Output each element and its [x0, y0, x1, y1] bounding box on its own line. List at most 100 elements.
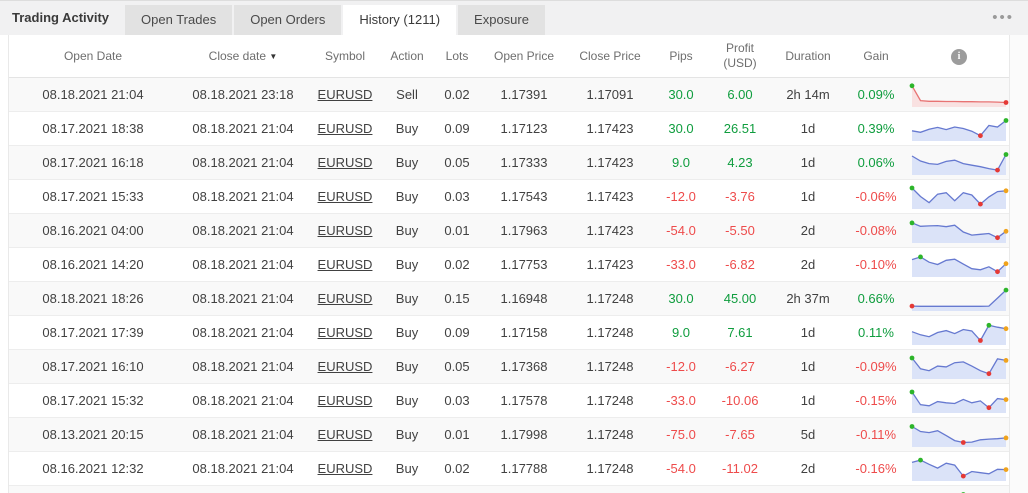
cell-gain: -0.11% — [855, 427, 897, 442]
cell-close-price: 1.17091 — [586, 87, 634, 102]
col-duration[interactable]: Duration — [785, 48, 831, 63]
cell-open-price: 1.16948 — [500, 291, 548, 306]
cell-duration: 2d — [800, 461, 816, 476]
col-close-price[interactable]: Close Price — [579, 48, 641, 63]
cell-action: Buy — [395, 325, 419, 340]
col-lots[interactable]: Lots — [445, 48, 469, 63]
spark-red-dot — [909, 303, 915, 308]
cell-action: Buy — [395, 223, 419, 238]
spark-orange-dot — [1003, 325, 1009, 331]
cell-open-date: 08.13.2021 20:15 — [42, 427, 144, 442]
history-table: Open Date Close date ▼ Symbol Action Lot… — [9, 35, 1011, 493]
table-row[interactable]: 08.17.2021 18:38 08.18.2021 21:04 EURUSD… — [9, 111, 1011, 146]
symbol-link[interactable]: EURUSD — [317, 87, 373, 102]
table-row[interactable]: 08.17.2021 17:39 08.18.2021 21:04 EURUSD… — [9, 315, 1011, 350]
sparkline-chart — [911, 117, 1009, 141]
cell-symbol: EURUSD — [309, 316, 381, 350]
cell-profit: 26.51 — [723, 121, 757, 136]
cell-close-price: 1.17248 — [586, 427, 634, 442]
spark-orange-dot — [1003, 466, 1009, 472]
cell-duration: 1d — [800, 359, 816, 374]
cell-sparkline — [907, 112, 1011, 146]
cell-pips: 9.0 — [671, 155, 691, 170]
cell-sparkline — [907, 486, 1011, 493]
table-row[interactable]: 08.13.2021 20:15 08.18.2021 21:04 EURUSD… — [9, 417, 1011, 452]
cell-duration: 2d — [800, 257, 816, 272]
col-open-date[interactable]: Open Date — [63, 48, 123, 63]
cell-open-date: 08.16.2021 12:32 — [42, 461, 144, 476]
table-row[interactable]: 08.18.2021 18:26 08.18.2021 21:04 EURUSD… — [9, 281, 1011, 316]
symbol-link[interactable]: EURUSD — [317, 189, 373, 204]
cell-action: Sell — [396, 87, 418, 102]
cell-action: Buy — [395, 359, 419, 374]
cell-close-date — [177, 486, 309, 493]
cell-close-date: 08.18.2021 21:04 — [192, 393, 294, 408]
symbol-link[interactable]: EURUSD — [317, 393, 373, 408]
sparkline-chart — [911, 254, 1009, 277]
info-icon[interactable]: i — [951, 48, 967, 65]
cell-open-price: 1.17368 — [500, 359, 548, 374]
cell-open-price: 1.17391 — [500, 87, 548, 102]
cell-close-date: 08.18.2021 21:04 — [192, 325, 294, 340]
spark-red-dot — [978, 201, 983, 206]
cell-open-price: 1.17963 — [500, 223, 548, 238]
cell-gain: -0.09% — [855, 359, 897, 374]
tab-history[interactable]: History (1211) — [343, 5, 457, 35]
cell-sparkline — [907, 248, 1011, 282]
more-menu-icon[interactable]: ••• — [992, 9, 1014, 26]
cell-gain: 0.11% — [858, 325, 894, 340]
cell-open-date — [9, 486, 177, 493]
table-row[interactable] — [9, 485, 1011, 493]
col-symbol[interactable]: Symbol — [324, 48, 365, 63]
cell-lots: 0.03 — [444, 189, 470, 204]
cell-open-price: 1.17123 — [500, 121, 548, 136]
cell-lots: 0.05 — [444, 359, 470, 374]
spark-red-dot — [995, 234, 1000, 240]
cell-profit: -6.27 — [725, 359, 755, 374]
cell-gain: 0.09% — [857, 87, 895, 102]
table-row[interactable]: 08.16.2021 04:00 08.18.2021 21:04 EURUSD… — [9, 213, 1011, 248]
col-open-price[interactable]: Open Price — [493, 48, 555, 63]
cell-gain: -0.06% — [855, 189, 897, 204]
table-row[interactable]: 08.17.2021 16:18 08.18.2021 21:04 EURUSD… — [9, 145, 1011, 180]
cell-open-price: 1.17998 — [500, 427, 548, 442]
col-action[interactable]: Action — [390, 48, 424, 63]
col-close-date[interactable]: Close date ▼ — [208, 48, 278, 63]
symbol-link[interactable]: EURUSD — [317, 325, 373, 340]
symbol-link[interactable]: EURUSD — [317, 155, 373, 170]
table-row[interactable]: 08.17.2021 16:10 08.18.2021 21:04 EURUSD… — [9, 349, 1011, 384]
spark-green-dot — [909, 355, 915, 360]
symbol-link[interactable]: EURUSD — [317, 223, 373, 238]
scroll-gutter[interactable] — [1009, 35, 1028, 493]
table-row[interactable]: 08.17.2021 15:33 08.18.2021 21:04 EURUSD… — [9, 179, 1011, 214]
spark-orange-dot — [1003, 228, 1009, 234]
spark-red-dot — [986, 370, 992, 376]
symbol-link[interactable]: EURUSD — [317, 257, 373, 272]
table-row[interactable]: 08.18.2021 21:04 08.18.2021 23:18 EURUSD… — [9, 77, 1011, 112]
symbol-link[interactable]: EURUSD — [317, 461, 373, 476]
cell-duration — [771, 486, 845, 493]
cell-sparkline — [907, 452, 1011, 486]
cell-action: Buy — [395, 121, 419, 136]
table-row[interactable]: 08.17.2021 15:32 08.18.2021 21:04 EURUSD… — [9, 383, 1011, 418]
col-gain[interactable]: Gain — [863, 48, 889, 63]
cell-gain: -0.10% — [855, 257, 897, 272]
spark-orange-dot — [1003, 187, 1009, 193]
tab-open-trades[interactable]: Open Trades — [125, 5, 233, 35]
spark-red-dot — [995, 268, 1000, 274]
symbol-link[interactable]: EURUSD — [317, 121, 373, 136]
table-row[interactable]: 08.16.2021 12:32 08.18.2021 21:04 EURUSD… — [9, 451, 1011, 486]
table-row[interactable]: 08.16.2021 14:20 08.18.2021 21:04 EURUSD… — [9, 247, 1011, 282]
cell-profit: 6.00 — [727, 87, 753, 102]
col-pips[interactable]: Pips — [669, 48, 693, 63]
symbol-link[interactable]: EURUSD — [317, 359, 373, 374]
cell-symbol: EURUSD — [309, 418, 381, 452]
cell-close-price: 1.17248 — [586, 393, 634, 408]
symbol-link[interactable]: EURUSD — [317, 427, 373, 442]
symbol-link[interactable]: EURUSD — [317, 291, 373, 306]
tab-open-orders[interactable]: Open Orders — [234, 5, 342, 35]
cell-close-date: 08.18.2021 21:04 — [192, 291, 294, 306]
sparkline-chart — [909, 355, 1009, 379]
tab-exposure[interactable]: Exposure — [458, 5, 545, 35]
col-profit[interactable]: Profit (USD) — [723, 41, 757, 70]
